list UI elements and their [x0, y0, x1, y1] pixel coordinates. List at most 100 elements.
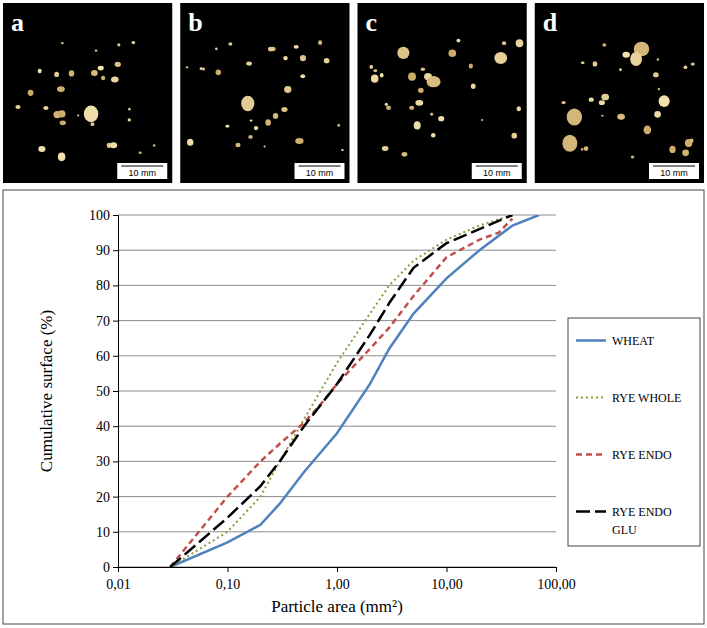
y-tick-mark: [113, 215, 118, 216]
x-tick: 0,10: [216, 567, 241, 592]
panel-letter: a: [11, 8, 24, 37]
particle: [567, 109, 582, 126]
y-tick-mark: [113, 426, 118, 427]
particle: [58, 152, 65, 161]
particle: [408, 73, 416, 81]
scale-bar: 10 mm: [472, 163, 522, 179]
legend-label: RYE ENDOGLU: [612, 505, 672, 537]
x-tick: 100,00: [537, 567, 576, 592]
series-line: [170, 215, 512, 567]
particle: [324, 58, 330, 63]
photo-panel: a 10 mm: [3, 3, 172, 183]
series-line: [170, 219, 512, 567]
particle: [593, 61, 598, 66]
particle: [427, 76, 441, 87]
particle: [397, 47, 409, 59]
series-line: [170, 215, 539, 567]
y-tick-mark: [113, 321, 118, 322]
x-tick-label: 100,00: [537, 577, 576, 592]
photo-background: [358, 3, 527, 183]
particle: [228, 42, 232, 45]
y-tick: 50: [96, 384, 118, 399]
y-tick-label: 20: [96, 490, 110, 505]
particle: [622, 52, 629, 58]
y-tick-label: 40: [96, 419, 110, 434]
particle: [669, 146, 675, 153]
y-tick-mark: [113, 497, 118, 498]
particle: [654, 111, 661, 118]
photo-panel: d10 mm: [535, 3, 704, 183]
panel-letter: b: [188, 8, 202, 37]
particle: [254, 126, 258, 130]
particle: [200, 67, 203, 70]
y-tick-label: 60: [96, 349, 110, 364]
x-tick-label: 10,00: [431, 577, 463, 592]
y-tick-mark: [113, 356, 118, 357]
plot-lines: [170, 215, 539, 567]
grid-line: [118, 531, 556, 532]
particle: [421, 67, 425, 71]
particle: [589, 97, 594, 101]
particle: [657, 58, 659, 61]
grid-line: [118, 461, 556, 462]
y-tick: 20: [96, 490, 118, 505]
legend-swatch: [576, 397, 606, 399]
particle: [38, 146, 45, 152]
particle: [225, 125, 229, 128]
particle: [215, 48, 218, 51]
particle: [281, 107, 287, 112]
y-tick: 90: [96, 243, 118, 258]
particle: [430, 113, 433, 116]
y-tick-label: 100: [89, 208, 110, 223]
particle: [414, 121, 421, 129]
particle: [294, 45, 299, 49]
photo-panel: b 10 mm: [180, 3, 349, 183]
particle: [373, 69, 377, 72]
y-tick-mark: [113, 285, 118, 286]
particle: [685, 139, 692, 147]
particle: [456, 39, 460, 43]
particle: [684, 65, 688, 69]
particle: [371, 75, 379, 83]
y-tick-mark: [113, 532, 118, 533]
particle: [561, 101, 565, 104]
particle: [517, 106, 522, 111]
particle: [264, 146, 266, 148]
particle: [268, 47, 273, 52]
y-axis: 0102030405060708090100: [89, 208, 119, 575]
y-axis-title: Cumulative surface (%): [37, 310, 56, 472]
y-tick-label: 70: [96, 314, 110, 329]
particle: [187, 139, 193, 146]
particle: [581, 148, 584, 151]
scale-bar-label: 10 mm: [306, 168, 334, 178]
particle: [659, 95, 670, 107]
chart-frame: [3, 190, 704, 624]
particle: [448, 49, 456, 57]
legend: WHEATRYE WHOLERYE ENDORYE ENDOGLU: [568, 318, 700, 546]
figure: a10 mmb10 mmc10 mmd10 mm0102030405060708…: [0, 0, 707, 628]
legend-label: RYE ENDO: [612, 448, 672, 462]
panel-letter: c: [366, 8, 378, 37]
particle: [630, 52, 642, 66]
particle: [91, 122, 95, 126]
scale-bar: 10 mm: [117, 163, 167, 179]
photo-background: [535, 3, 704, 183]
particle: [265, 119, 271, 125]
particle: [318, 40, 322, 45]
particle: [511, 133, 517, 139]
series-line: [170, 215, 512, 567]
particle: [584, 146, 589, 151]
particle: [619, 68, 622, 71]
grid-line: [118, 355, 556, 356]
y-tick-mark: [113, 567, 118, 568]
legend-swatch: [576, 453, 606, 456]
scale-bar-line: [299, 166, 341, 167]
x-axis-line: [119, 568, 557, 573]
particle: [481, 119, 483, 121]
particle: [115, 62, 121, 67]
particle: [295, 138, 303, 144]
x-tick-label: 0,10: [216, 577, 241, 592]
particle: [284, 86, 291, 93]
scale-bar-box: [117, 163, 167, 179]
legend-label: RYE WHOLE: [612, 391, 681, 405]
